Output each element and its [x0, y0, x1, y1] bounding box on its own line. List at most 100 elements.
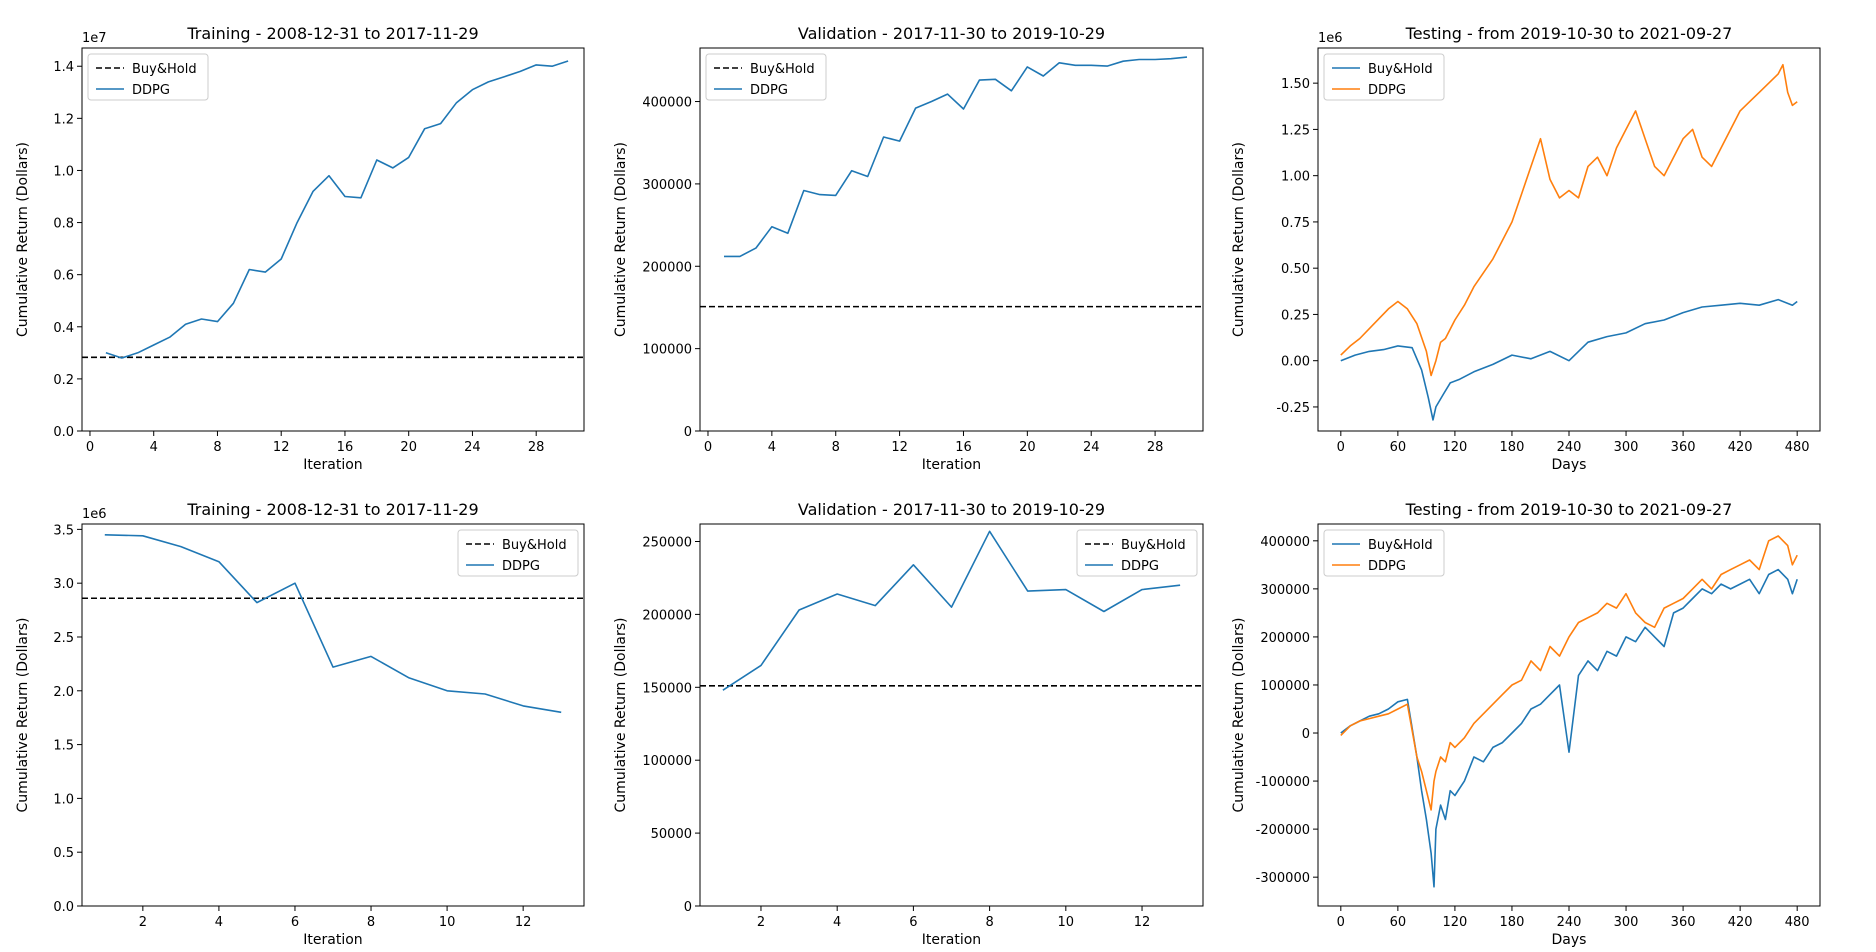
chart-title: Training - 2008-12-31 to 2017-11-29	[186, 500, 478, 519]
x-tick-label: 4	[833, 915, 841, 930]
y-tick-label: 100000	[642, 343, 692, 358]
x-tick-label: 8	[367, 915, 375, 930]
legend-label: DDPG	[750, 83, 788, 98]
x-tick-label: 12	[515, 915, 532, 930]
y-tick-label: 200000	[642, 608, 692, 623]
x-tick-label: 2	[139, 915, 147, 930]
axes-frame	[1317, 47, 1821, 432]
y-tick-label: 250000	[642, 535, 692, 550]
axes-frame	[699, 523, 1204, 907]
legend: Buy&Hold DDPG	[457, 529, 579, 577]
x-tick-label: 0	[86, 440, 94, 455]
x-tick-label: 300	[1614, 915, 1639, 930]
x-tick-label: 0	[1337, 440, 1345, 455]
series-line-ddpg	[104, 534, 562, 714]
x-tick-label: 480	[1785, 440, 1810, 455]
subplot-validation-2: Validation - 2017-11-30 to 2019-10-29 2 4 6…	[613, 500, 1204, 948]
legend: Buy&Hold DDPG	[1076, 529, 1198, 577]
x-tick-label: 10	[439, 915, 456, 930]
x-tick-label: 360	[1671, 915, 1696, 930]
series-line-ddpg	[724, 56, 1188, 258]
y-tick-label: 3.0	[53, 577, 74, 592]
y-tick-label: 1.4	[53, 60, 74, 75]
y-tick-label: 0	[684, 425, 692, 440]
x-tick-label: 240	[1557, 915, 1582, 930]
legend: Buy&Hold DDPG	[1323, 529, 1445, 577]
y-scale-label: 1e6	[82, 507, 107, 522]
x-tick-label: 6	[909, 915, 917, 930]
y-axis-label: Cumulative Return (Dollars)	[1231, 618, 1247, 813]
x-tick-label: 420	[1728, 915, 1753, 930]
y-tick-label: 1.25	[1281, 123, 1310, 138]
x-tick-label: 12	[891, 440, 908, 455]
y-tick-label: -100000	[1256, 775, 1310, 790]
y-tick-label: 1.50	[1281, 77, 1310, 92]
legend-label: DDPG	[502, 559, 540, 574]
x-tick-label: 480	[1785, 915, 1810, 930]
y-tick-label: 1.00	[1281, 170, 1310, 185]
subplot-testing-1: Testing - from 2019-10-30 to 2021-09-27 0…	[1231, 24, 1821, 473]
x-tick-label: 8	[213, 440, 221, 455]
series-line-buy-hold	[1340, 568, 1798, 888]
axes-frame	[1317, 523, 1821, 907]
legend-label: DDPG	[1368, 559, 1406, 574]
x-tick-label: 120	[1442, 915, 1467, 930]
legend-label: DDPG	[1368, 83, 1406, 98]
x-tick-label: 20	[400, 440, 417, 455]
x-tick-label: 16	[955, 440, 972, 455]
y-tick-label: -200000	[1256, 823, 1310, 838]
y-tick-label: 2.0	[53, 685, 74, 700]
y-tick-label: 0.2	[53, 373, 74, 388]
x-tick-label: 24	[464, 440, 481, 455]
x-tick-label: 60	[1390, 440, 1407, 455]
subplot-validation-1: Validation - 2017-11-30 to 2019-10-29 0 4 8…	[613, 24, 1204, 473]
y-tick-label: 1.0	[53, 792, 74, 807]
x-tick-label: 60	[1390, 915, 1407, 930]
plot-area	[82, 60, 584, 359]
x-tick-label: 4	[215, 915, 223, 930]
plot-area	[82, 534, 584, 714]
legend: Buy&Hold DDPG	[705, 53, 827, 101]
y-tick-label: 0.6	[53, 269, 74, 284]
x-tick-label: 240	[1557, 440, 1582, 455]
x-axis-label: Iteration	[922, 457, 981, 473]
axes-frame	[81, 47, 585, 432]
legend-label: Buy&Hold	[502, 538, 567, 553]
y-tick-label: 300000	[1260, 583, 1310, 598]
series-line-ddpg	[105, 60, 569, 359]
axes-frame	[699, 47, 1204, 432]
x-tick-label: 4	[768, 440, 776, 455]
subplot-training-2: Training - 2008-12-31 to 2017-11-29 2 4 6 8 1…	[15, 500, 585, 948]
y-tick-label: 400000	[1260, 535, 1310, 550]
y-axis-label: Cumulative Return (Dollars)	[613, 142, 629, 337]
y-tick-label: 0.0	[53, 900, 74, 915]
y-tick-label: -300000	[1256, 871, 1310, 886]
y-tick-label: 0.00	[1281, 355, 1310, 370]
chart-title: Training - 2008-12-31 to 2017-11-29	[186, 24, 478, 43]
y-tick-label: -0.25	[1276, 401, 1310, 416]
plot-area	[1340, 63, 1798, 421]
x-tick-label: 120	[1442, 440, 1467, 455]
x-tick-label: 28	[528, 440, 545, 455]
legend: Buy&Hold DDPG	[1323, 53, 1445, 101]
y-tick-label: 0	[684, 900, 692, 915]
y-tick-label: 100000	[1260, 679, 1310, 694]
y-scale-label: 1e7	[82, 31, 107, 46]
x-tick-label: 16	[337, 440, 354, 455]
x-tick-label: 12	[1134, 915, 1151, 930]
x-tick-label: 180	[1500, 440, 1525, 455]
y-tick-label: 50000	[651, 827, 692, 842]
plot-area	[700, 530, 1203, 691]
y-scale-label: 1e6	[1318, 31, 1343, 46]
y-tick-label: 100000	[642, 754, 692, 769]
x-axis-label: Iteration	[922, 932, 981, 948]
x-tick-label: 0	[704, 440, 712, 455]
x-tick-label: 6	[291, 915, 299, 930]
y-axis-label: Cumulative Return (Dollars)	[15, 618, 31, 813]
legend-label: DDPG	[1121, 559, 1159, 574]
legend: Buy&Hold DDPG	[87, 53, 209, 101]
legend-label: Buy&Hold	[750, 62, 815, 77]
x-tick-label: 4	[150, 440, 158, 455]
legend-label: Buy&Hold	[132, 62, 197, 77]
y-axis-label: Cumulative Return (Dollars)	[613, 618, 629, 813]
